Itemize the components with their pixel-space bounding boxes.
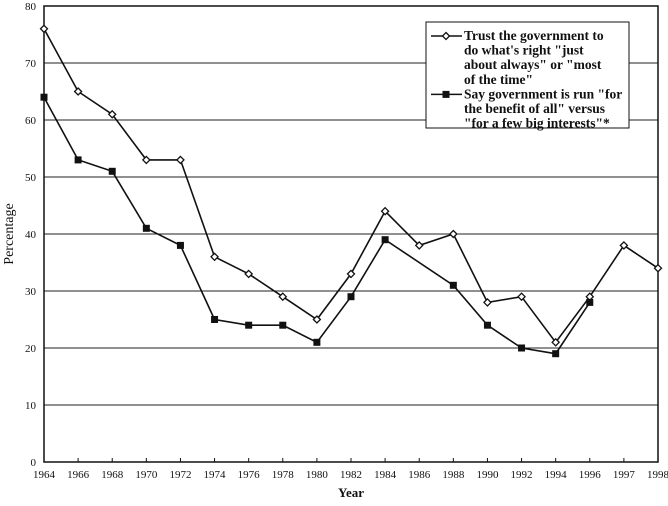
data-point-diamond: [517, 292, 526, 302]
data-point-square: [279, 321, 287, 329]
legend-label: Trust the government to: [464, 28, 604, 43]
y-tick-label: 30: [25, 286, 37, 298]
data-point-diamond: [619, 240, 629, 250]
x-tick-label: 1980: [306, 469, 329, 481]
data-point-diamond: [39, 24, 49, 34]
data-point-square: [552, 350, 560, 358]
data-point-square: [347, 293, 355, 301]
x-tick-label: 1992: [511, 469, 533, 481]
data-point-diamond: [448, 229, 458, 239]
y-tick-label: 80: [25, 1, 37, 13]
data-point-diamond: [210, 252, 219, 262]
data-point-square: [381, 236, 389, 244]
legend-label: of the time": [464, 72, 533, 87]
data-point-diamond: [73, 87, 83, 96]
legend-label: the benefit of all" versus: [464, 101, 605, 116]
data-point-square: [176, 241, 184, 249]
x-tick-label: 1966: [67, 469, 90, 481]
data-point-square: [518, 344, 526, 352]
data-point-square: [245, 321, 253, 329]
x-tick-label: 1982: [340, 469, 362, 481]
x-tick-label: 1968: [101, 469, 124, 481]
data-point-square: [449, 281, 457, 289]
gridlines: [44, 62, 658, 406]
data-point-square: [108, 167, 116, 175]
legend-box: [425, 21, 630, 129]
x-tick-label: 1994: [545, 469, 568, 481]
data-point-square: [142, 224, 150, 232]
data-point-diamond: [278, 292, 288, 302]
x-tick-label: 1998: [647, 469, 668, 481]
data-point-square: [442, 90, 450, 98]
y-axis-ticks: 0 10 20 30 40 50 60 70 80: [25, 1, 37, 469]
y-tick-label: 70: [25, 58, 37, 70]
x-tick-label: 1974: [204, 469, 227, 481]
data-point-square: [211, 316, 219, 323]
y-axis-label: Percentage: [2, 203, 17, 264]
y-tick-label: 40: [25, 229, 37, 241]
legend-label: do what's right "just: [464, 43, 584, 58]
data-point-square: [40, 93, 48, 101]
data-point-diamond: [441, 31, 451, 41]
x-axis-label: Year: [338, 485, 364, 500]
x-axis-ticks: 1964 1966 1968 1970 1972 1974 1976 1978 1980 1982…: [33, 458, 668, 481]
x-tick-label: 1997: [613, 469, 636, 481]
data-point-diamond: [346, 269, 356, 279]
data-point-square: [586, 298, 594, 306]
x-tick-label: 1978: [272, 469, 295, 481]
x-tick-label: 1972: [169, 469, 191, 481]
y-tick-label: 50: [25, 172, 37, 184]
series-group: [39, 24, 663, 358]
series-line: [43, 96, 591, 355]
data-point-square: [74, 156, 82, 164]
data-point-diamond: [483, 297, 492, 307]
legend-label: about always" or "most: [464, 57, 602, 72]
data-point-square: [483, 321, 491, 329]
data-point-diamond: [653, 263, 663, 273]
y-tick-label: 0: [31, 457, 37, 469]
x-tick-label: 1988: [442, 469, 465, 481]
data-point-diamond: [141, 155, 151, 165]
legend-label: Say government is run "for: [464, 86, 622, 101]
x-tick-label: 1976: [238, 469, 261, 481]
data-point-diamond: [551, 337, 561, 347]
data-point-diamond: [380, 206, 390, 216]
data-point-diamond: [312, 315, 322, 324]
y-tick-label: 10: [25, 400, 37, 412]
y-tick-label: 20: [25, 343, 37, 355]
series-2: [40, 93, 594, 358]
data-point-diamond: [176, 155, 185, 165]
y-tick-label: 60: [25, 115, 37, 127]
x-tick-label: 1986: [408, 469, 431, 481]
x-tick-label: 1964: [33, 469, 56, 481]
data-point-square: [313, 338, 321, 346]
data-point-diamond: [414, 240, 424, 250]
data-point-diamond: [107, 109, 117, 119]
x-tick-label: 1970: [135, 469, 158, 481]
x-tick-label: 1984: [374, 469, 397, 481]
x-tick-label: 1990: [476, 469, 499, 481]
data-point-diamond: [244, 269, 254, 279]
legend-label: "for a few big interests"*: [464, 116, 610, 131]
plot-frame: [43, 5, 659, 463]
x-tick-label: 1996: [579, 469, 602, 481]
